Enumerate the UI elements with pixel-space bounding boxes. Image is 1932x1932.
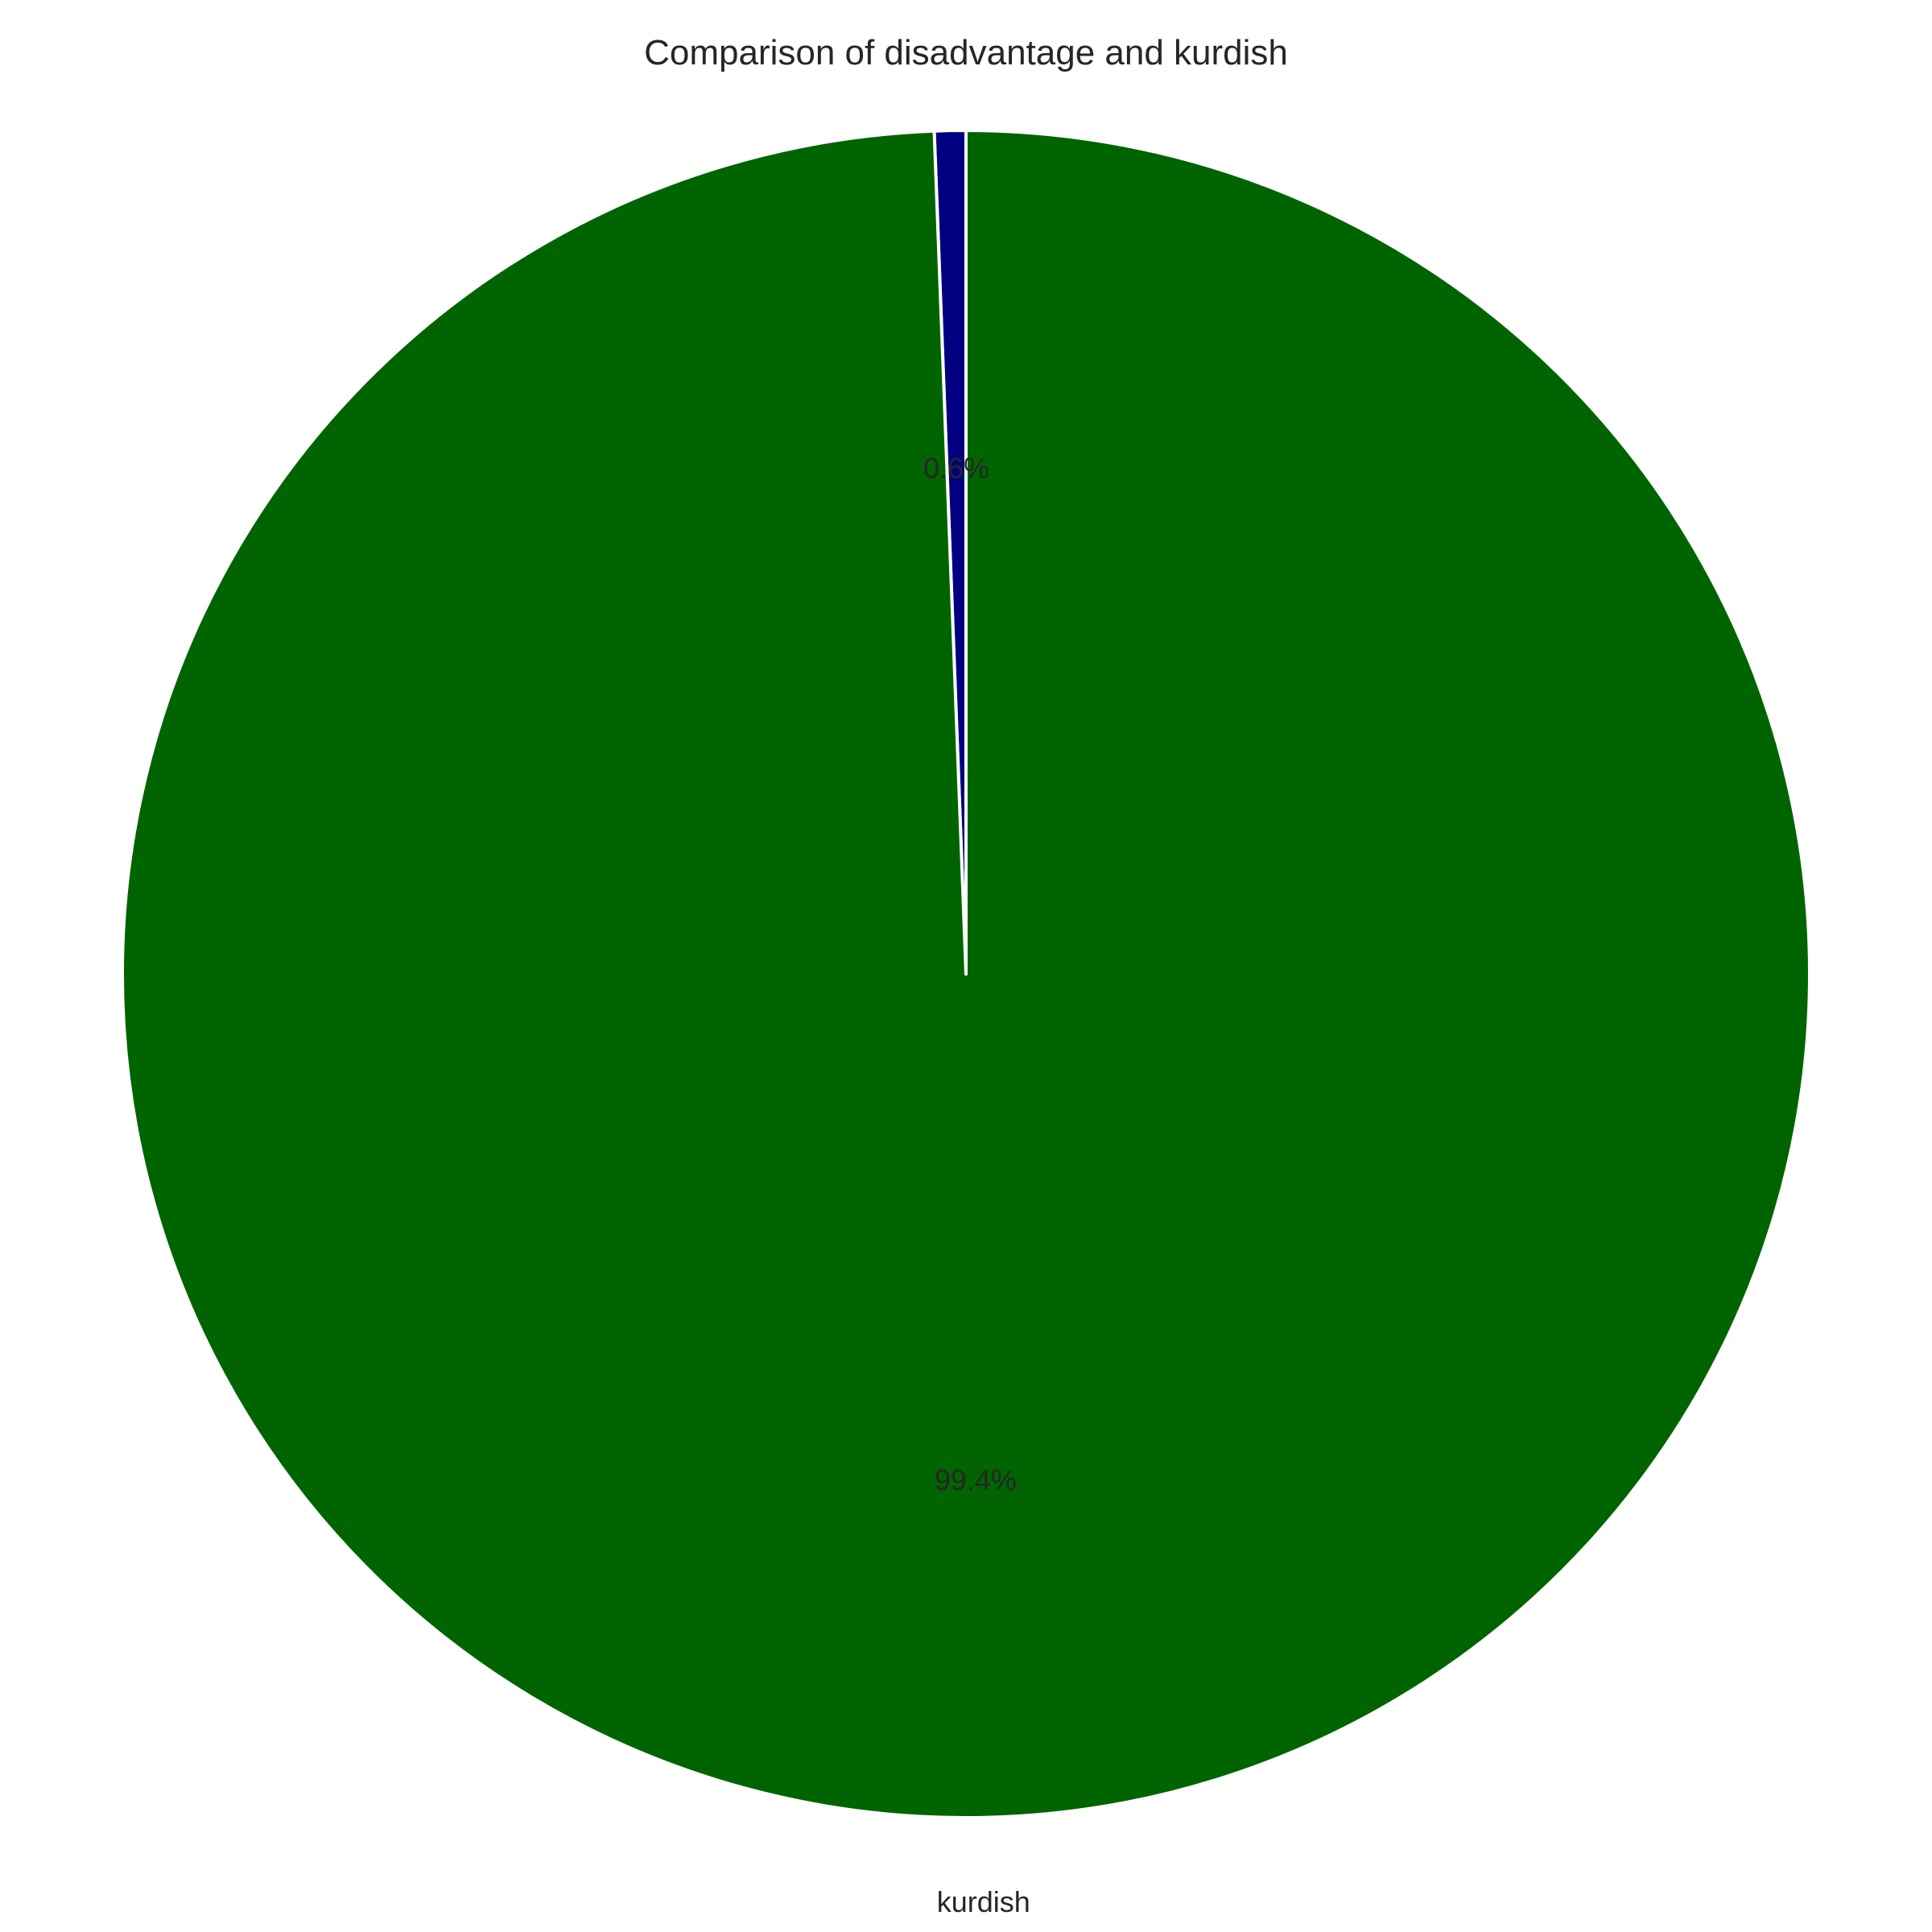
pie-labels: 0.6% 99.4% kurdish (923, 452, 1030, 1918)
percent-label-kurdish: 99.4% (935, 1463, 1017, 1496)
category-label-kurdish: kurdish (937, 1885, 1030, 1918)
chart-title: Comparison of disadvantage and kurdish (644, 33, 1288, 72)
pie-slice-kurdish (121, 129, 1811, 1819)
percent-label-disadvantage: 0.6% (923, 452, 989, 485)
pie-slices (121, 129, 1811, 1819)
